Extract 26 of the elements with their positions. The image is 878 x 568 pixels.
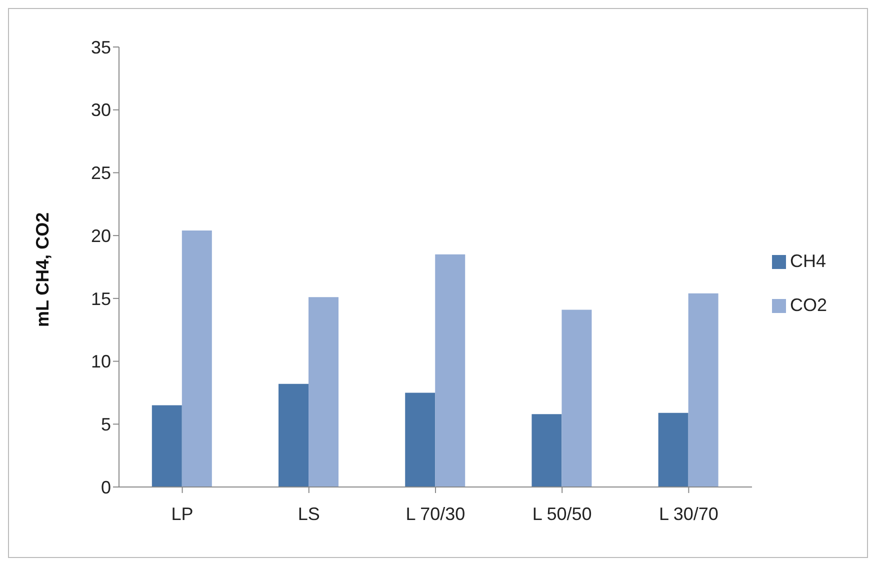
- y-tick-label: 5: [100, 414, 111, 435]
- y-tick-label: 10: [90, 352, 111, 372]
- bar: [278, 384, 309, 487]
- y-tick-label: 15: [90, 288, 111, 309]
- y-tick-label: 0: [100, 477, 111, 498]
- bar: [405, 392, 436, 487]
- bar: [435, 254, 466, 487]
- y-axis-title: mL CH4, CO2: [32, 212, 52, 327]
- bar: [308, 297, 339, 487]
- bar: [182, 230, 212, 487]
- x-tick-label: LP: [171, 504, 194, 524]
- legend-label: CH4: [790, 251, 826, 271]
- y-tick-label: 35: [90, 37, 111, 58]
- x-tick-label: L 50/50: [532, 504, 592, 524]
- bar: [658, 412, 688, 487]
- y-tick-label: 25: [90, 163, 111, 184]
- bar: [688, 293, 718, 487]
- y-tick-label: 30: [90, 100, 111, 120]
- x-tick-label: LS: [298, 504, 320, 524]
- x-tick-label: L 70/30: [406, 504, 466, 524]
- x-tick-label: L 30/70: [658, 504, 718, 524]
- bar: [152, 405, 182, 487]
- y-tick-label: 20: [90, 226, 111, 246]
- bar: [562, 310, 592, 487]
- legend-label: CO2: [790, 295, 827, 315]
- bar: [532, 414, 562, 487]
